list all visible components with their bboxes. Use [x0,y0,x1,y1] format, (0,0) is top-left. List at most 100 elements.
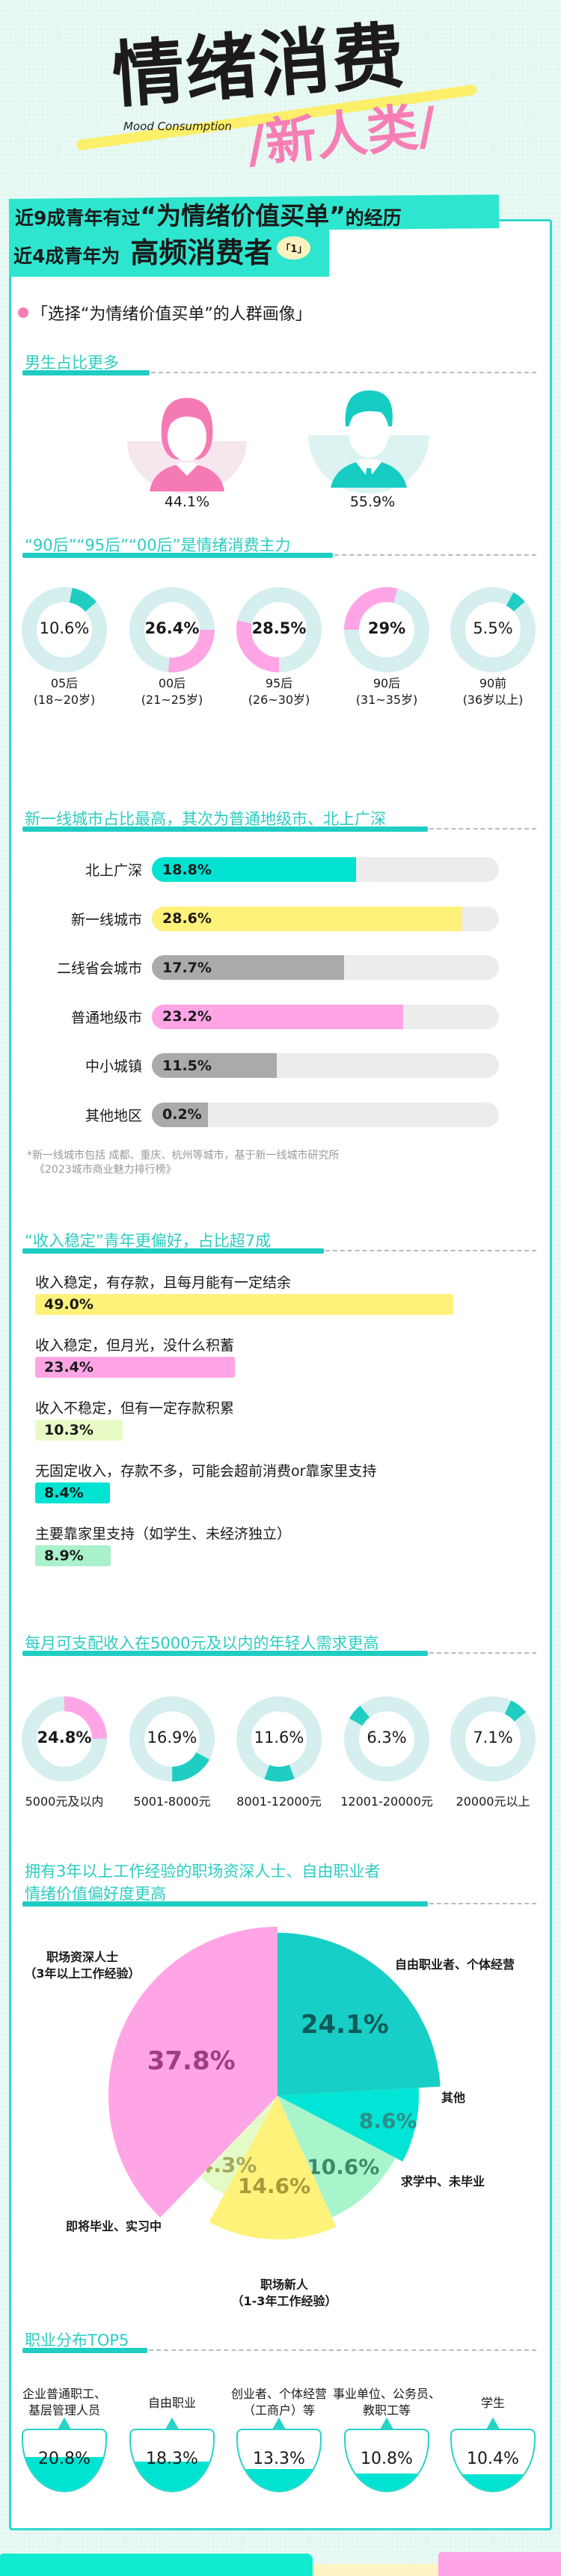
banner-text: 的经历 [345,207,402,229]
female-percent: 44.1% [164,494,210,510]
bar-fill: 0.2% [152,1102,208,1127]
banner-line-2: 近4成青年为 高频消费者 「1」 [13,230,311,271]
donut-svg [450,586,536,672]
male-avatar [308,389,429,494]
section-divider [334,554,536,556]
bar-track: 28.6% [152,906,499,931]
banner-highlight: “为情绪价值买单” [140,201,346,230]
donut-svg [129,1696,215,1782]
banner-highlight: 高频消费者 [130,236,273,269]
donut-label: 5001-8000元 [133,1794,211,1809]
donut-chart: 10.6% [19,585,109,675]
donut-label: 00后 (21~25岁) [141,676,203,707]
donut-svg [344,587,429,672]
cup-pointer [486,2417,500,2429]
male-percent: 55.9% [349,494,396,510]
footer-strip-pink [438,2552,561,2576]
donut-segment [22,587,107,673]
section-underline [22,1901,428,1907]
section-underline [22,553,333,558]
page-title: 情绪消费 [109,13,408,118]
donut-value: 26.4% [144,619,200,637]
section-title: 新一线城市占比最高，其次为普通地级市、北上广深 [25,810,386,828]
donut-value: 28.5% [251,619,307,637]
banner-line-1: 近9成青年有过 “为情绪价值买单” 的经历 [15,196,402,232]
pie-value-label: 24.1% [301,2010,389,2040]
income-status-bar: 49.0% [35,1294,453,1315]
pie-slice [278,2096,396,2218]
section-divider [151,372,536,373]
occupation-label: 企业普通职工、 基层管理人员 [22,2387,106,2417]
banner-band [9,228,329,277]
pie-slice [209,2096,337,2239]
donut-svg [236,587,322,672]
donut-chart: 16.9% [127,1694,217,1784]
bar-fill: 11.5% [152,1053,277,1078]
donut-value: 29% [367,619,406,637]
section-divider [325,1250,536,1251]
donut-chart: 29% [342,585,432,675]
donut-chart: 5.5% [448,585,538,675]
donut-value: 16.9% [147,1729,197,1747]
donut-svg [450,1696,536,1782]
donut-label: 20000元以上 [456,1794,530,1809]
donut-chart: 11.6% [234,1694,324,1784]
occupation-label: 学生 [480,2396,505,2410]
cup-percent: 20.8% [38,2450,91,2468]
donut-track [450,587,536,672]
portrait-title: 「选择“为情绪价值买单”的人群画像」 [31,305,312,324]
bar-track: 17.7% [152,955,499,980]
title-tag: /新人类/ [244,96,440,176]
footnote-badge: 「1」 [277,236,311,260]
section-title: “90后”“95后”“00后”是情绪消费主力 [25,536,291,554]
donut-value: 7.1% [473,1729,513,1747]
section-title: 男生占比更多 [25,354,119,372]
footer-strip-teal [0,2554,313,2576]
cup-pointer [380,2417,393,2429]
pie-value-label: 37.8% [147,2046,236,2076]
cup-pointer [165,2417,179,2429]
income-status-label: 无固定收入，存款不多，可能会超前消费or靠家里支持 [35,1463,377,1479]
pie-value-label: 10.6% [307,2154,379,2179]
section-title: “收入稳定”青年更偏好，占比超7成 [25,1232,272,1250]
cup-percent: 10.4% [467,2450,519,2468]
bar-fill: 23.2% [152,1004,404,1029]
male-icon [308,390,429,494]
donut-label: 05后 (18~20岁) [33,676,96,707]
donut-chart: 28.5% [234,585,324,675]
bar-category-label: 中小城镇 [85,1058,142,1075]
donut-label: 90前 (36岁以上) [462,676,524,707]
income-status-label: 收入稳定，有存款，且每月能有一定结余 [35,1275,292,1291]
donut-value: 5.5% [473,619,513,637]
cup-fill-level [238,2469,320,2491]
footnote: 《2023城市商业魅力排行榜》 [34,1164,177,1176]
pie-value-label: 8.6% [359,2109,417,2133]
cup-fill-level [23,2457,105,2491]
income-status-label: 主要靠家里支持（如学生、未经济独立） [35,1526,292,1542]
income-status-label: 收入不稳定，但有一定存款积累 [35,1400,235,1417]
section-underline [22,1248,324,1254]
cup-pointer [272,2417,286,2429]
percentage-cup: 13.3% [236,2429,322,2492]
pie-slice [199,2096,278,2195]
income-status-bar: 8.4% [35,1482,110,1503]
donut-label: 12001-20000元 [340,1794,433,1809]
section-divider [149,2349,536,2351]
donut-svg [129,587,215,672]
donut-segment [129,587,215,672]
pie-slice [278,1933,441,2096]
donut-svg [22,1696,107,1782]
female-avatar [127,398,247,494]
pie-slice [278,2088,419,2162]
bar-category-label: 北上广深 [85,862,142,879]
bar-track: 11.5% [152,1053,499,1078]
donut-label: 5000元及以内 [25,1794,104,1809]
pie-category-label: 职场资深人士 （3年以上工作经验） [24,1950,141,1981]
donut-segment [22,1696,107,1782]
donut-track [22,587,107,672]
cup-percent: 18.3% [146,2450,198,2468]
banner-text: 近4成青年为 [13,245,120,267]
income-status-bar: 8.9% [35,1545,111,1566]
cup-fill-level [452,2474,534,2491]
cup-fill-level [131,2461,213,2491]
